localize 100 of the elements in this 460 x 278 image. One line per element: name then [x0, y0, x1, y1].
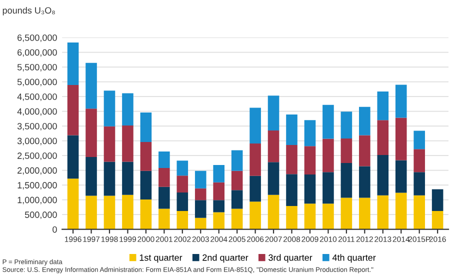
bar	[414, 130, 425, 150]
bar	[122, 162, 134, 195]
bar	[122, 125, 134, 162]
bar	[86, 196, 97, 230]
bar	[86, 157, 97, 196]
y-tick-label: 1,500,000	[18, 182, 57, 190]
legend-label: 2nd quarter	[202, 254, 248, 263]
bar	[304, 120, 316, 146]
bar	[213, 200, 224, 212]
bar	[176, 160, 188, 176]
bar	[340, 138, 352, 163]
bar	[231, 208, 243, 230]
bar	[377, 154, 389, 196]
bar	[359, 135, 370, 166]
y-tick-label: 5,500,000	[17, 64, 57, 72]
bar	[322, 138, 334, 172]
bar	[140, 112, 152, 142]
bar	[140, 200, 152, 230]
legend-label: 4th quarter	[332, 254, 376, 263]
bar	[250, 143, 261, 176]
bar	[140, 170, 152, 200]
bar	[158, 208, 170, 230]
y-tick-label: 6,500,000	[18, 34, 57, 42]
bar	[194, 188, 206, 200]
bar	[213, 212, 224, 230]
bar	[231, 190, 243, 209]
bar	[432, 189, 444, 212]
bar	[122, 194, 134, 230]
bar	[176, 176, 188, 192]
bar	[158, 151, 170, 168]
bar	[414, 149, 425, 172]
bar	[194, 170, 206, 188]
bar	[194, 218, 206, 230]
y-tick-label: 2,500,000	[18, 152, 57, 160]
bar	[268, 130, 280, 162]
bar	[340, 162, 352, 198]
bar	[395, 192, 407, 230]
bar	[322, 172, 334, 204]
bar	[304, 174, 316, 204]
y-tick-label: 2,000,000	[18, 167, 57, 175]
bar	[176, 211, 188, 230]
legend-label: 3rd quarter	[268, 254, 312, 263]
y-tick-label: 3,500,000	[17, 123, 57, 130]
bar	[377, 195, 389, 230]
bar	[395, 160, 407, 193]
bar	[158, 186, 170, 209]
bar	[104, 196, 116, 230]
bar	[67, 135, 79, 179]
y-tick-label: 6,000,000	[18, 49, 57, 57]
bar	[304, 204, 316, 230]
bar	[286, 206, 298, 230]
y-tick-label: 3,000,000	[17, 138, 57, 146]
bar	[213, 182, 224, 200]
bar	[359, 198, 370, 230]
bar	[359, 166, 370, 198]
bar	[286, 114, 298, 145]
bar	[414, 195, 425, 230]
y-tick-label: 4,000,000	[17, 108, 57, 116]
bar	[104, 162, 116, 196]
bar	[140, 142, 152, 171]
bar	[377, 92, 389, 120]
bar	[250, 176, 261, 202]
bar	[377, 120, 389, 155]
y-tick-label: 0	[52, 226, 57, 233]
bar	[176, 192, 188, 212]
bar	[304, 146, 316, 174]
y-tick-label: 4,500,000	[17, 94, 57, 101]
bar	[340, 112, 352, 138]
legend-label: 1st quarter	[140, 254, 182, 263]
y-axis-title: pounds U₃O₈	[2, 6, 55, 16]
bar	[250, 202, 261, 230]
bar	[231, 170, 243, 190]
bar	[268, 162, 280, 195]
bar	[67, 42, 79, 86]
bar	[86, 108, 97, 158]
bar	[414, 172, 425, 196]
bar	[322, 104, 334, 139]
bar	[395, 84, 407, 118]
bar	[359, 106, 370, 136]
bar	[194, 200, 206, 218]
bar	[432, 211, 444, 230]
bar	[86, 62, 97, 109]
bar	[322, 204, 334, 230]
bar	[250, 108, 261, 144]
bar	[122, 93, 134, 126]
bar	[286, 144, 298, 174]
bar	[395, 118, 407, 160]
y-tick-label: 1,000,000	[18, 196, 57, 204]
y-tick-label: 5,000,000	[17, 78, 57, 86]
bar	[104, 126, 116, 162]
bar	[67, 178, 79, 230]
bar	[340, 198, 352, 230]
bar	[286, 174, 298, 206]
bar	[158, 168, 170, 187]
bar	[268, 96, 280, 130]
bar	[67, 85, 79, 136]
bar	[213, 165, 224, 182]
bar	[231, 150, 243, 171]
bar	[268, 194, 280, 230]
y-tick-label: 500,000	[24, 212, 57, 220]
